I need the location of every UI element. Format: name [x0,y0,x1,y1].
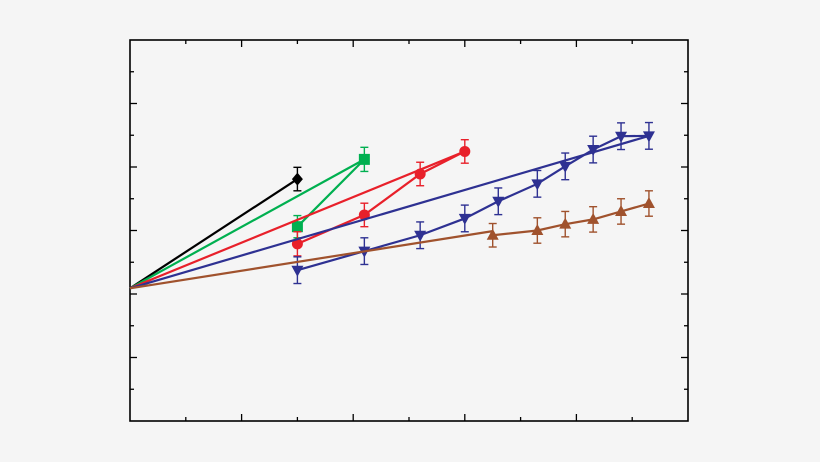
series-4-point-1 [291,265,304,277]
series-1-fit-line [129,178,299,290]
series-4-point-9 [615,131,628,143]
series-4-point-3 [414,230,427,242]
series-4-fit-line [129,134,650,290]
series-2-fit-line [129,158,365,290]
series-5-point-2 [531,224,544,235]
series-1-point-1 [291,172,303,186]
series-2-point-2 [358,153,370,165]
series-3-point-4 [459,145,471,157]
series-3-point-1 [291,238,303,250]
series-4-point-8 [587,145,600,157]
series-2-point-1 [291,221,303,233]
series-5-point-5 [615,204,628,216]
series-4-point-10 [642,131,655,143]
series-5-tail-line [492,202,650,237]
series-4-point-5 [492,196,505,208]
series-4-data-line [297,134,649,272]
series-5-point-1 [486,228,499,240]
series-5-fit-line [129,230,493,290]
series-4-point-7 [559,161,572,173]
plot-frame [129,39,689,422]
series-4-point-4 [458,213,471,225]
series-5-point-3 [559,217,572,229]
series-5-point-4 [587,212,600,224]
series-3-fit-line [129,150,466,290]
series-5-point-6 [642,197,655,209]
series-4-point-6 [531,179,544,191]
series-3-point-3 [414,168,426,180]
